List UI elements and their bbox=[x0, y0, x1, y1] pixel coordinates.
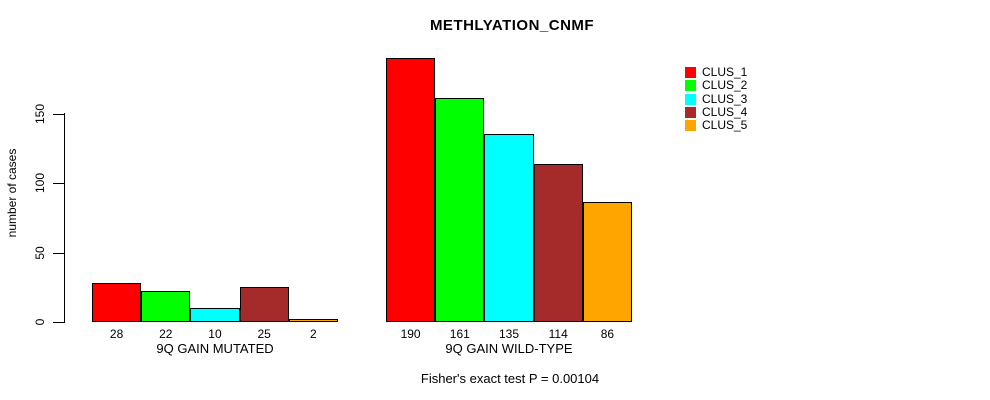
bar-value-label: 86 bbox=[600, 327, 615, 341]
y-axis-tick bbox=[53, 113, 64, 115]
fishers-test-caption: Fisher's exact test P = 0.00104 bbox=[420, 371, 600, 386]
legend-swatch-clus_2 bbox=[685, 80, 696, 92]
bar-clus_1-group2 bbox=[386, 58, 436, 322]
legend-item: CLUS_4 bbox=[685, 104, 748, 119]
bar-clus_2-group1 bbox=[141, 291, 191, 322]
y-axis-label: number of cases bbox=[5, 148, 19, 238]
bar-clus_2-group2 bbox=[435, 98, 485, 322]
y-axis-tick bbox=[53, 252, 64, 254]
chart-title: METHLYATION_CNMF bbox=[429, 17, 595, 34]
bar-clus_3-group2 bbox=[484, 134, 534, 322]
bar-clus_3-group1 bbox=[190, 308, 240, 322]
legend-item: CLUS_3 bbox=[685, 91, 748, 106]
y-axis-tick-label: 0 bbox=[33, 318, 47, 326]
legend-label: CLUS_4 bbox=[702, 104, 748, 119]
bar-clus_5-group2 bbox=[582, 202, 632, 322]
y-axis-tick bbox=[53, 183, 64, 184]
y-axis-tick-label: 50 bbox=[33, 245, 47, 260]
bar-clus_4-group1 bbox=[239, 287, 289, 322]
bar-clus_5-group1 bbox=[288, 319, 338, 322]
bar-clus_1-group1 bbox=[92, 283, 142, 322]
legend-label: CLUS_5 bbox=[702, 118, 748, 133]
legend-label: CLUS_2 bbox=[702, 78, 748, 93]
y-axis-tick bbox=[53, 322, 64, 323]
y-axis-line bbox=[64, 113, 65, 323]
bar-value-label: 114 bbox=[548, 327, 568, 341]
legend-swatch-clus_5 bbox=[685, 120, 696, 132]
bar-value-label: 161 bbox=[449, 327, 470, 341]
bar-value-label: 135 bbox=[498, 327, 519, 341]
legend-label: CLUS_1 bbox=[702, 65, 748, 79]
bar-clus_4-group2 bbox=[533, 164, 583, 322]
bar-value-label: 28 bbox=[109, 327, 124, 341]
legend-swatch-clus_1 bbox=[685, 67, 696, 78]
legend-swatch-clus_4 bbox=[685, 106, 696, 118]
y-axis-tick-label: 100 bbox=[33, 172, 47, 194]
legend-item: CLUS_1 bbox=[685, 66, 747, 79]
legend-label: CLUS_3 bbox=[702, 91, 748, 106]
bar-value-label: 2 bbox=[310, 327, 317, 341]
bar-value-label: 22 bbox=[159, 327, 173, 341]
bar-value-label: 25 bbox=[257, 327, 271, 341]
bar-value-label: 10 bbox=[208, 327, 222, 341]
x-group-label: 9Q GAIN WILD-TYPE bbox=[445, 341, 573, 356]
legend-swatch-clus_3 bbox=[685, 93, 696, 105]
legend-item: CLUS_2 bbox=[685, 79, 747, 92]
x-group-label: 9Q GAIN MUTATED bbox=[156, 341, 274, 356]
bar-value-label: 190 bbox=[400, 327, 421, 341]
legend-item: CLUS_5 bbox=[685, 119, 747, 132]
y-axis-tick-label: 150 bbox=[33, 103, 47, 124]
